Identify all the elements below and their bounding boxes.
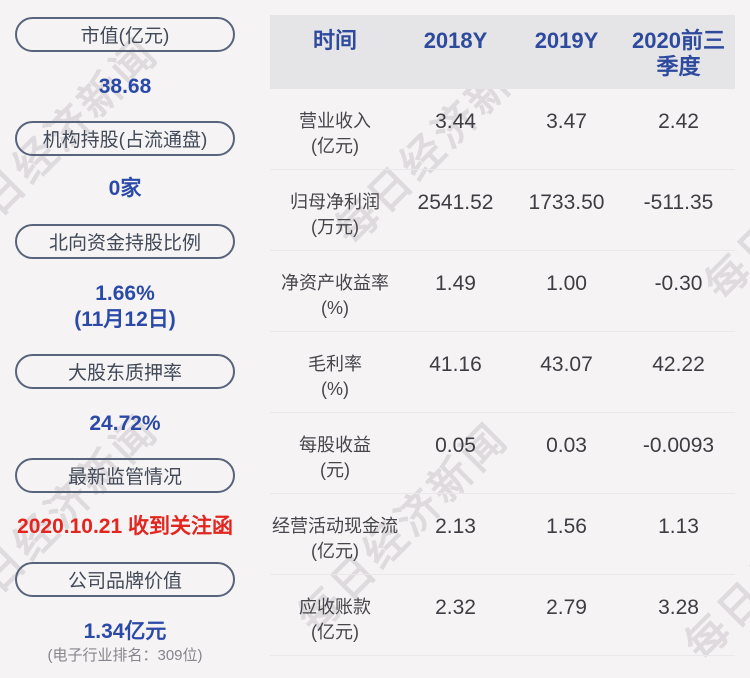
stat-pill-market-cap: 市值(亿元) — [15, 17, 235, 52]
table-row-accounts-receivable: 应收账款 (亿元) 2.32 2.79 3.28 — [270, 575, 735, 656]
cell-value: 2.79 — [546, 596, 587, 619]
cell-value: -0.30 — [654, 272, 703, 295]
cell-value: 1.56 — [546, 515, 587, 538]
table-row-roe: 净资产收益率 (%) 1.49 1.00 -0.30 — [270, 251, 735, 332]
cell-value: 1.49 — [435, 272, 476, 295]
cell-value: 1733.50 — [528, 191, 605, 214]
cell-value: 41.16 — [429, 353, 482, 376]
stat-pill-latest-regulation: 最新监管情况 — [15, 458, 235, 493]
row-label: 毛利率 (%) — [308, 354, 362, 399]
stat-pill-brand-value: 公司品牌价值 — [15, 562, 235, 597]
financial-table: 时间 2018Y 2019Y 2020前三季度 营业收入 (亿元) 3.44 3… — [270, 15, 735, 656]
cell-value: 2.32 — [435, 596, 476, 619]
stat-pill-institutional-holding: 机构持股(占流通盘) — [15, 121, 235, 156]
cell-value: 0.05 — [435, 434, 476, 457]
stat-value-latest-regulation: 2020.10.21 收到关注函 — [17, 515, 233, 538]
stat-pill-northbound-holding: 北向资金持股比例 — [15, 224, 235, 259]
table-header-2020q3: 2020前三季度 — [632, 28, 725, 79]
table-row-net-profit: 归母净利润 (万元) 2541.52 1733.50 -511.35 — [270, 170, 735, 251]
table-row-operating-cashflow: 经营活动现金流 (亿元) 2.13 1.56 1.13 — [270, 494, 735, 575]
stats-panel: 市值(亿元) 38.68 机构持股(占流通盘) 0家 北向资金持股比例 1.66… — [15, 0, 235, 678]
cell-value: 3.28 — [658, 596, 699, 619]
row-label: 归母净利润 (万元) — [290, 192, 380, 237]
stat-value-institutional-holding: 0家 — [108, 177, 142, 200]
table-header-time: 时间 — [312, 28, 357, 53]
row-label: 每股收益 (元) — [299, 435, 371, 480]
cell-value: 2.13 — [435, 515, 476, 538]
cell-value: 0.03 — [546, 434, 587, 457]
cell-value: 43.07 — [540, 353, 593, 376]
table-row-eps: 每股收益 (元) 0.05 0.03 -0.0093 — [270, 413, 735, 494]
cell-value: 3.44 — [435, 110, 476, 133]
stat-subvalue-brand-rank: (电子行业排名：309位) — [47, 647, 203, 664]
stat-value-northbound-date: (11月12日) — [74, 308, 176, 331]
cell-value: 3.47 — [546, 110, 587, 133]
cell-value: 1.13 — [658, 515, 699, 538]
table-header-2018: 2018Y — [423, 28, 488, 53]
table-row-gross-margin: 毛利率 (%) 41.16 43.07 42.22 — [270, 332, 735, 413]
table-header-row: 时间 2018Y 2019Y 2020前三季度 — [270, 15, 735, 89]
cell-value: 1.00 — [546, 272, 587, 295]
stat-value-brand-value: 1.34亿元 — [83, 620, 167, 643]
cell-value: 2.42 — [658, 110, 699, 133]
stat-value-market-cap: 38.68 — [98, 75, 152, 98]
row-label: 经营活动现金流 (亿元) — [272, 516, 398, 561]
table-header-2019: 2019Y — [534, 28, 599, 53]
stat-pill-major-shareholder-pledge: 大股东质押率 — [15, 354, 235, 389]
row-label: 应收账款 (亿元) — [299, 597, 371, 642]
row-label: 营业收入 (亿元) — [299, 111, 371, 156]
stat-value-northbound-holding: 1.66% — [95, 282, 155, 305]
cell-value: -511.35 — [643, 191, 714, 214]
row-label: 净资产收益率 (%) — [281, 273, 389, 318]
cell-value: -0.0093 — [642, 434, 715, 457]
cell-value: 2541.52 — [417, 191, 494, 214]
table-row-revenue: 营业收入 (亿元) 3.44 3.47 2.42 — [270, 89, 735, 170]
stat-value-major-shareholder-pledge: 24.72% — [89, 412, 161, 435]
cell-value: 42.22 — [652, 353, 705, 376]
